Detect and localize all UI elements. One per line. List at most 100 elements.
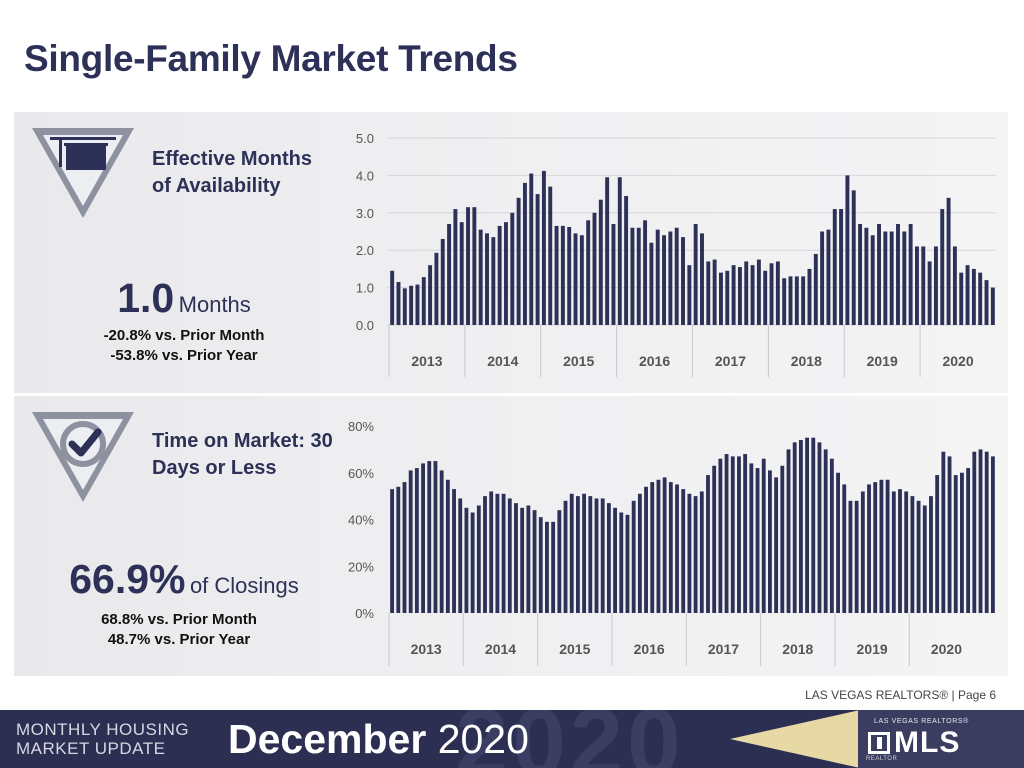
months-availability-panel: Effective Months of Availability 1.0 Mon… bbox=[14, 112, 1008, 393]
chart-bar bbox=[854, 500, 859, 613]
tom-vs-prior-month: 68.8% vs. Prior Month bbox=[101, 611, 257, 628]
chart-bar bbox=[402, 288, 407, 325]
months-availability-value: 1.0 Months bbox=[74, 275, 294, 322]
chart-bar bbox=[655, 229, 660, 325]
tom-comparisons: 68.8% vs. Prior Month 48.7% vs. Prior Ye… bbox=[54, 610, 304, 650]
chart-bar bbox=[452, 489, 456, 613]
chart-bar bbox=[415, 284, 420, 325]
chart-bar bbox=[396, 281, 401, 325]
chart-bar bbox=[674, 227, 679, 325]
time-on-market-panel: Time on Market: 30 Days or Less 66.9% of… bbox=[14, 396, 1008, 676]
chart-bar bbox=[883, 231, 888, 325]
x-year-label: 2015 bbox=[563, 353, 594, 369]
realtor-r-icon bbox=[868, 732, 890, 754]
chart-bar bbox=[575, 496, 580, 613]
chart-bar bbox=[801, 276, 806, 325]
chart-bar bbox=[858, 224, 863, 325]
chart-bar bbox=[497, 225, 502, 325]
x-year-label: 2020 bbox=[942, 353, 973, 369]
chart-bar bbox=[662, 477, 667, 613]
chart-bar bbox=[879, 479, 884, 613]
footer-banner: 2020 MONTHLY HOUSING MARKET UPDATE Decem… bbox=[0, 710, 1024, 768]
chart-bar bbox=[434, 252, 439, 325]
chart-bar bbox=[613, 507, 617, 613]
x-year-label: 2015 bbox=[559, 641, 590, 657]
chart-bar bbox=[984, 451, 989, 613]
chart-bar bbox=[965, 265, 970, 325]
chart-bar bbox=[489, 491, 494, 613]
chart-bar bbox=[743, 454, 748, 613]
chart-bar bbox=[396, 486, 401, 613]
chart-bar bbox=[535, 194, 540, 325]
chart-bar bbox=[755, 468, 760, 613]
chart-bar bbox=[867, 484, 871, 613]
x-year-label: 2017 bbox=[715, 353, 746, 369]
year-watermark: 2020 bbox=[455, 710, 685, 768]
y-tick-label: 20% bbox=[348, 559, 374, 574]
chart-bar bbox=[592, 212, 597, 325]
chart-bar bbox=[792, 442, 797, 613]
chart-bar bbox=[588, 496, 593, 613]
chart-bar bbox=[675, 484, 679, 613]
chart-bar bbox=[929, 496, 933, 613]
chart-bar bbox=[910, 496, 915, 613]
chart-bar bbox=[526, 505, 531, 613]
chart-bar bbox=[485, 233, 489, 325]
chart-bar bbox=[896, 224, 900, 325]
chart-bar bbox=[836, 472, 840, 613]
chart-bar bbox=[898, 489, 902, 613]
chart-bar bbox=[889, 231, 894, 325]
chart-bar bbox=[947, 456, 952, 613]
chart-bar bbox=[718, 272, 723, 325]
chart-bar bbox=[567, 227, 572, 325]
chart-bar bbox=[788, 276, 793, 325]
chart-bar bbox=[978, 272, 983, 325]
chart-bar bbox=[516, 197, 521, 325]
chart-bar bbox=[538, 517, 543, 613]
chart-bar bbox=[501, 493, 506, 613]
chart-bar bbox=[409, 285, 414, 325]
x-year-label: 2018 bbox=[782, 641, 813, 657]
months-value-number: 1.0 bbox=[117, 275, 175, 321]
chart-bar bbox=[749, 463, 754, 613]
chart-bar bbox=[811, 437, 816, 613]
chart-bar bbox=[439, 470, 444, 613]
chart-bar bbox=[877, 224, 881, 325]
chart-bar bbox=[447, 224, 452, 325]
logo-realtor-text: REALTOR bbox=[866, 756, 898, 762]
chart-bar bbox=[668, 231, 673, 325]
months-vs-prior-year: -53.8% vs. Prior Year bbox=[110, 347, 258, 364]
chart-bar bbox=[464, 507, 469, 613]
x-year-label: 2013 bbox=[411, 353, 442, 369]
chart-bar bbox=[959, 272, 964, 325]
chart-bar bbox=[805, 437, 810, 613]
chart-bar bbox=[569, 493, 574, 613]
chart-bar bbox=[582, 493, 587, 613]
chart-bar bbox=[644, 486, 648, 613]
chart-bar bbox=[916, 500, 921, 613]
report-year: 2020 bbox=[437, 716, 529, 762]
tom-vs-prior-year: 48.7% vs. Prior Year bbox=[107, 631, 251, 648]
chart-bar bbox=[594, 498, 599, 613]
chart-bar bbox=[427, 461, 432, 613]
chart-bar bbox=[786, 449, 791, 613]
chart-bar bbox=[520, 507, 525, 613]
chart-bar bbox=[541, 170, 546, 325]
x-year-label: 2016 bbox=[639, 353, 670, 369]
chart-bar bbox=[466, 207, 470, 325]
chart-bar bbox=[491, 237, 496, 325]
x-year-label: 2020 bbox=[931, 641, 962, 657]
chart-bar bbox=[453, 209, 458, 325]
x-year-label: 2014 bbox=[487, 353, 518, 369]
chart-bar bbox=[557, 510, 562, 613]
chart-bar bbox=[902, 231, 907, 325]
chart-bar bbox=[668, 482, 673, 613]
chart-bar bbox=[554, 225, 559, 325]
chart-bar bbox=[820, 231, 825, 325]
chart-bar bbox=[966, 468, 971, 613]
chart-bar bbox=[971, 268, 976, 325]
chart-bar bbox=[458, 498, 463, 613]
chart-bar bbox=[744, 261, 749, 325]
tom-value-unit: of Closings bbox=[189, 573, 299, 598]
report-series: MONTHLY HOUSING MARKET UPDATE bbox=[16, 720, 189, 758]
